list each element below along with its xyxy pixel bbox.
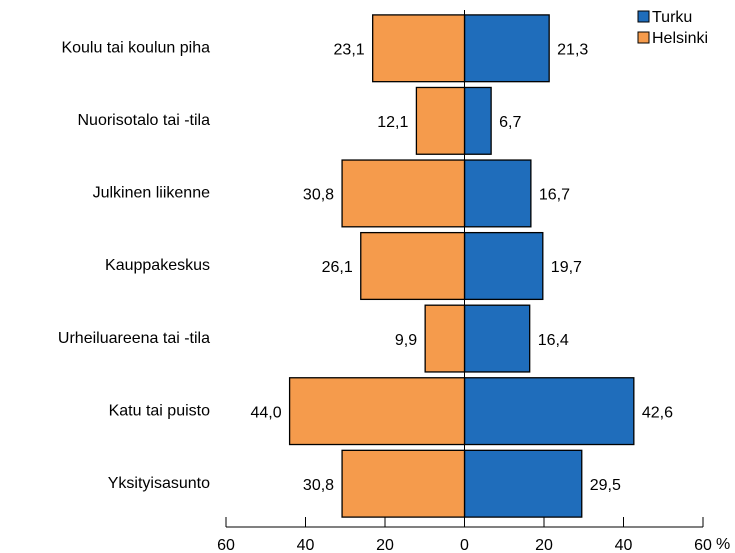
bar bbox=[415, 86, 466, 155]
value-label: 9,9 bbox=[395, 332, 417, 349]
category-label: Koulu tai koulun piha bbox=[61, 40, 210, 57]
bar bbox=[463, 449, 583, 518]
value-label: 30,8 bbox=[303, 477, 334, 494]
x-tick-label: 20 bbox=[535, 537, 553, 553]
bar bbox=[463, 377, 635, 446]
bar bbox=[424, 304, 466, 373]
legend-label: Helsinki bbox=[652, 30, 708, 47]
legend-label: Turku bbox=[652, 9, 692, 26]
category-label: Nuorisotalo tai -tila bbox=[78, 112, 211, 129]
bar bbox=[341, 159, 466, 228]
bar bbox=[288, 377, 466, 446]
category-label: Yksityisasunto bbox=[108, 475, 210, 492]
value-label: 30,8 bbox=[303, 187, 334, 204]
x-tick-label: 0 bbox=[460, 537, 469, 553]
x-axis-unit: % bbox=[716, 536, 730, 553]
category-label: Urheiluareena tai -tila bbox=[58, 330, 210, 347]
legend-swatch bbox=[637, 31, 650, 44]
bar bbox=[463, 231, 544, 301]
bar bbox=[360, 231, 466, 301]
value-label: 16,7 bbox=[539, 187, 570, 204]
legend-swatch bbox=[637, 10, 650, 23]
value-label: 19,7 bbox=[551, 259, 582, 276]
bar bbox=[463, 14, 550, 83]
value-label: 29,5 bbox=[590, 477, 621, 494]
x-tick-label: 60 bbox=[217, 537, 235, 553]
category-label: Kauppakeskus bbox=[105, 257, 210, 274]
bar bbox=[463, 86, 492, 155]
value-label: 42,6 bbox=[642, 404, 673, 421]
value-label: 12,1 bbox=[377, 114, 408, 131]
x-tick-label: 40 bbox=[297, 537, 315, 553]
value-label: 6,7 bbox=[499, 114, 521, 131]
category-label: Julkinen liikenne bbox=[93, 185, 211, 202]
bar bbox=[463, 304, 531, 373]
value-label: 23,1 bbox=[334, 42, 365, 59]
value-label: 21,3 bbox=[557, 42, 588, 59]
value-label: 16,4 bbox=[538, 332, 569, 349]
bar bbox=[372, 14, 466, 83]
x-tick-label: 60 bbox=[694, 537, 712, 553]
bar bbox=[341, 449, 466, 518]
bar bbox=[463, 159, 532, 228]
category-label: Katu tai puisto bbox=[109, 402, 211, 419]
value-label: 44,0 bbox=[250, 404, 281, 421]
x-tick-label: 40 bbox=[615, 537, 633, 553]
x-tick-label: 20 bbox=[376, 537, 394, 553]
value-label: 26,1 bbox=[322, 259, 353, 276]
